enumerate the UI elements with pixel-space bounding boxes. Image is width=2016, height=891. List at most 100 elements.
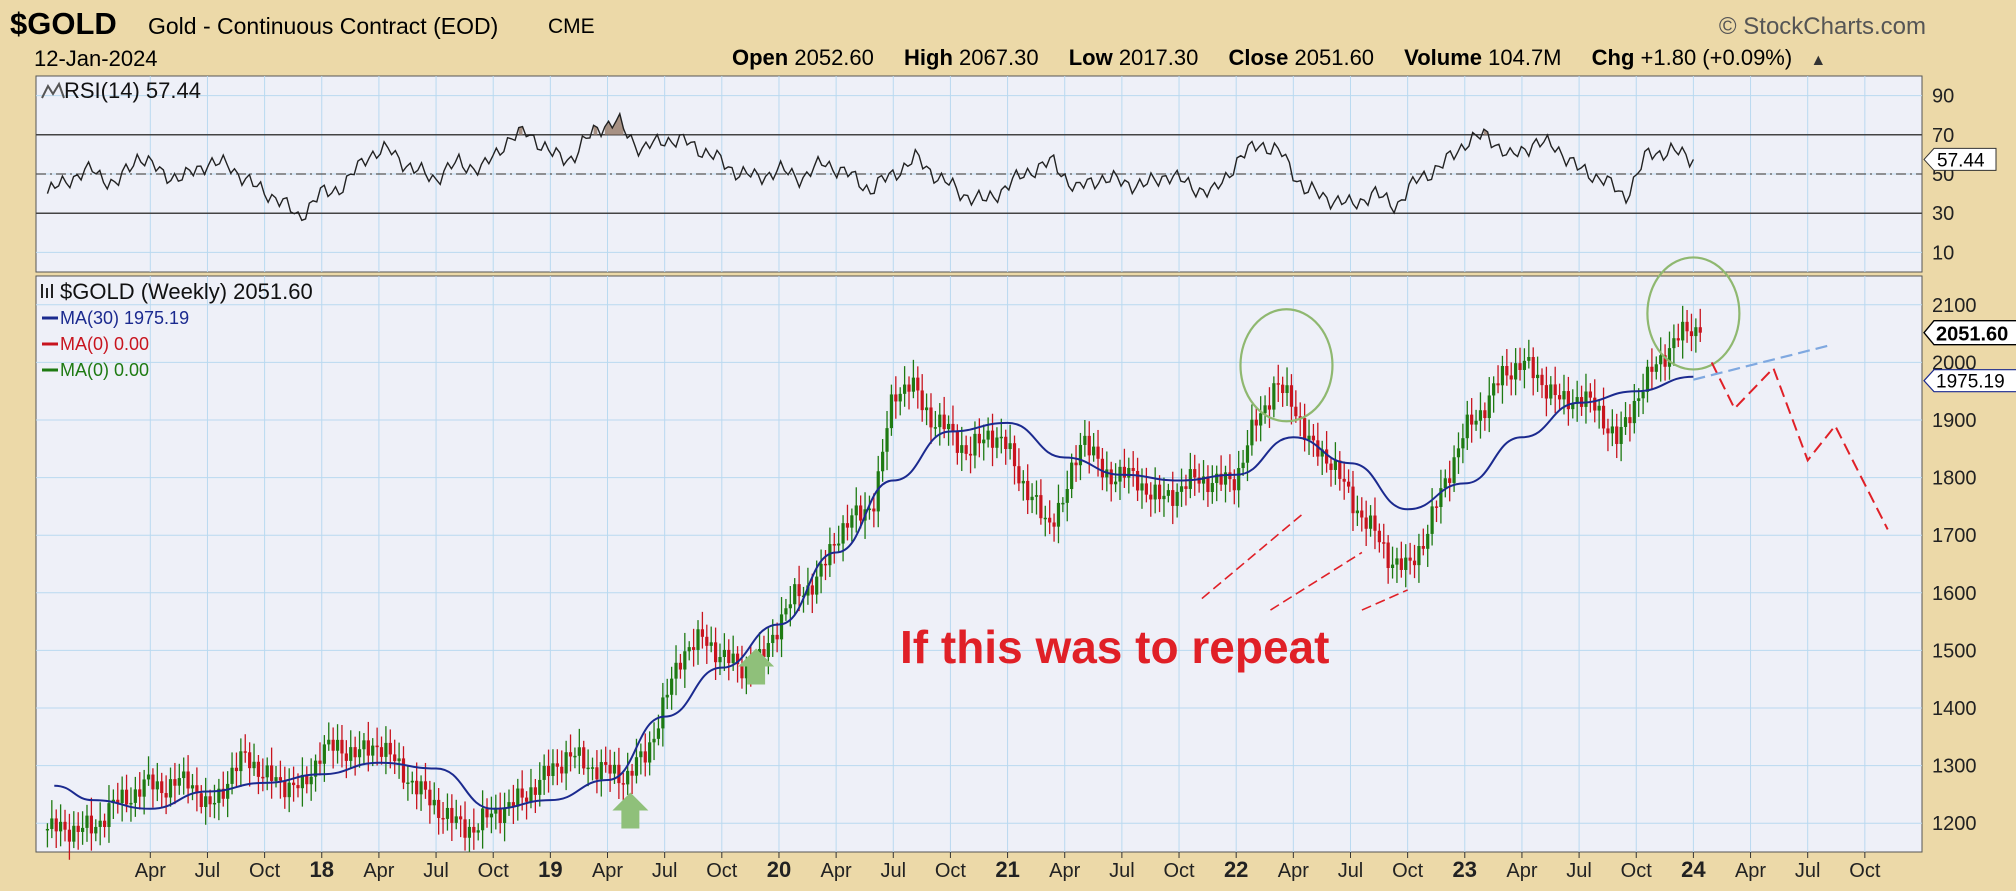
price-bar-body xyxy=(1386,542,1390,568)
price-bar-body xyxy=(1008,443,1012,450)
price-bar-body xyxy=(291,782,296,786)
x-axis-label: Oct xyxy=(1163,860,1195,882)
price-bar-body xyxy=(1514,363,1518,380)
price-bar-body xyxy=(573,755,577,758)
annotation-text: If this was to repeat xyxy=(900,621,1329,673)
x-axis-label: Oct xyxy=(1621,860,1653,882)
high-value: 2067.30 xyxy=(959,45,1039,70)
price-bar-body xyxy=(1368,515,1373,529)
price-tick-label: 1400 xyxy=(1932,698,1977,720)
price-bar-body xyxy=(1303,418,1307,440)
price-bar-body xyxy=(885,428,889,452)
price-bar-body xyxy=(239,751,243,772)
price-bar-body xyxy=(1544,385,1548,399)
price-bar-body xyxy=(186,771,190,789)
price-tick-label: 1300 xyxy=(1932,756,1977,778)
price-bar-body xyxy=(1030,496,1034,501)
price-bar-body xyxy=(793,584,797,605)
x-axis-label: Apr xyxy=(363,860,394,882)
price-bar-body xyxy=(1048,517,1052,523)
price-bar-body xyxy=(538,779,542,795)
ma30-price-tag: 1975.19 xyxy=(1936,372,2005,393)
price-bar-body xyxy=(129,802,133,805)
price-bar-body xyxy=(1298,416,1302,419)
price-tick-label: 1500 xyxy=(1932,640,1977,662)
price-bar-body xyxy=(256,761,261,777)
price-bar-body xyxy=(155,781,159,790)
price-bar-body xyxy=(1004,436,1008,450)
price-bar-body xyxy=(1122,466,1127,478)
price-bar-body xyxy=(270,765,274,781)
price-bar-body xyxy=(463,819,467,838)
price-bar-body xyxy=(621,783,625,785)
rsi-tick-label: 90 xyxy=(1932,86,1954,108)
price-bar-body xyxy=(551,763,555,777)
price-bar-body xyxy=(1250,419,1254,446)
price-bar-body xyxy=(1193,469,1197,478)
price-bar-body xyxy=(903,384,907,394)
price-bar-body xyxy=(775,634,779,640)
price-bar-body xyxy=(722,649,726,658)
exchange-label: CME xyxy=(548,15,595,38)
brand-label: © StockCharts.com xyxy=(1718,13,1926,40)
projection-red-line xyxy=(1710,361,1889,530)
price-bar-body xyxy=(1527,357,1531,361)
price-bar-body xyxy=(1259,413,1263,426)
price-bar-body xyxy=(177,778,181,786)
close-price-tag-bg xyxy=(1923,319,2016,346)
price-bar-body xyxy=(832,544,836,546)
price-bar-body xyxy=(1149,494,1153,500)
price-bar-body xyxy=(371,745,375,756)
price-bar-body xyxy=(410,780,414,783)
price-bar-body xyxy=(1232,479,1236,491)
rsi-overbought-fill xyxy=(604,113,624,135)
price-bar-body xyxy=(634,757,639,776)
price-bar-body xyxy=(1637,398,1641,401)
price-bar-body xyxy=(164,793,168,798)
price-bar-body xyxy=(841,523,845,544)
price-bar-body xyxy=(415,780,419,795)
rsi-tick-label: 30 xyxy=(1932,203,1954,225)
price-bar-body xyxy=(54,818,58,832)
price-bar-body xyxy=(1694,327,1698,337)
price-bar-body xyxy=(779,614,784,640)
high-label: High xyxy=(904,45,953,70)
price-bar-body xyxy=(977,433,981,444)
price-bar-body xyxy=(437,799,441,818)
price-bar-body xyxy=(212,802,217,805)
price-bar-body xyxy=(1131,467,1135,471)
x-axis-label: 23 xyxy=(1453,857,1477,882)
price-bar-body xyxy=(287,782,291,798)
price-bar-body xyxy=(1351,486,1355,514)
price-bar-body xyxy=(204,796,208,807)
price-bar-body xyxy=(665,694,669,698)
price-bar-body xyxy=(617,764,621,784)
annotation-dashed-line xyxy=(1201,511,1306,600)
price-bar-body xyxy=(771,634,775,644)
highlight-circle xyxy=(1646,256,1741,371)
price-bar-body xyxy=(788,604,792,609)
up-arrow-icon xyxy=(738,648,775,685)
price-bar-body xyxy=(1575,397,1579,404)
date-label: 12-Jan-2024 xyxy=(34,46,158,71)
price-bar-body xyxy=(568,752,573,757)
price-bar-body xyxy=(234,767,239,772)
price-bar-body xyxy=(208,796,212,805)
price-bar-body xyxy=(1276,383,1280,385)
price-bar-body xyxy=(340,739,344,754)
price-bar-body xyxy=(929,407,933,428)
legend-series-label: MA(30) 1975.19 xyxy=(60,308,189,328)
price-bar-body xyxy=(1153,484,1157,500)
price-bar-body xyxy=(1325,449,1329,464)
x-axis-label: Oct xyxy=(1849,860,1881,882)
rsi-icon xyxy=(41,81,65,99)
price-bar-body xyxy=(1092,446,1096,456)
legend-series-label: MA(0) 0.00 xyxy=(60,334,149,354)
price-bar-body xyxy=(1135,470,1140,491)
price-bar-body xyxy=(1615,426,1619,444)
rsi-line xyxy=(46,111,1695,222)
price-bar-body xyxy=(1443,478,1447,489)
price-bar-body xyxy=(524,797,529,802)
price-bar-body xyxy=(1237,468,1241,491)
